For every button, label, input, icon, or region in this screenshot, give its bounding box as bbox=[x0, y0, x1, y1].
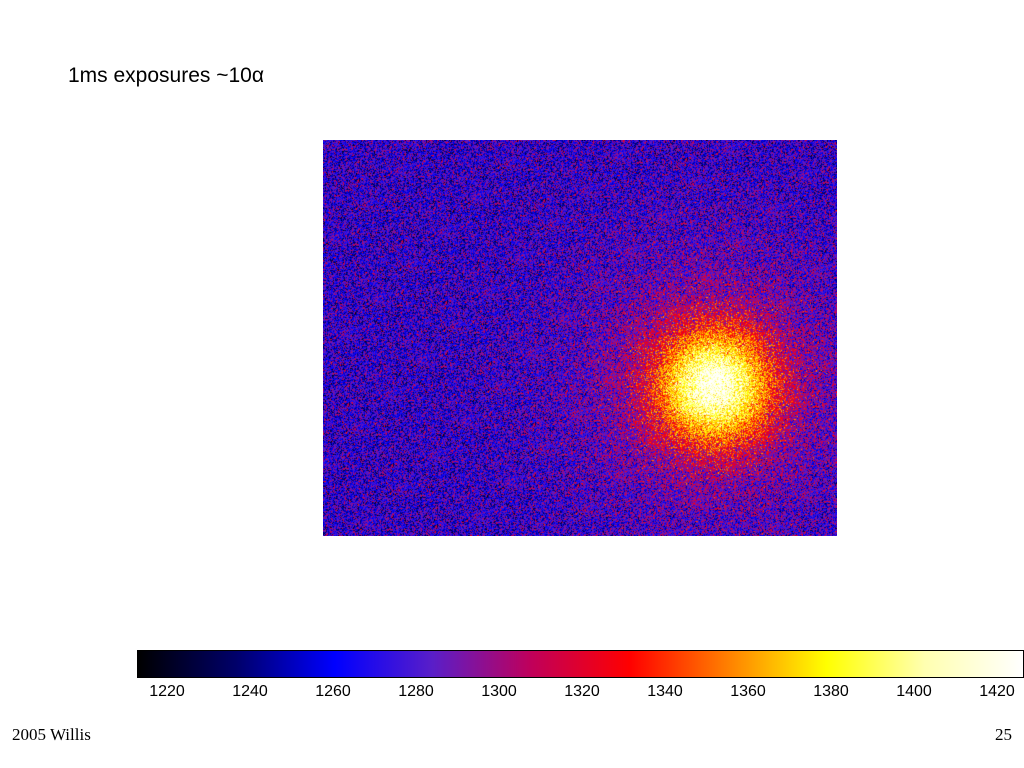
colorbar-tick-label: 1320 bbox=[564, 683, 600, 700]
colorbar-tick-label: 1400 bbox=[896, 683, 932, 700]
exposure-image bbox=[323, 140, 837, 536]
colorbar-tick-labels: 1220 1240 1260 1280 1300 1320 1340 1360 1380 1400… bbox=[137, 683, 1024, 703]
colorbar-tick-label: 1220 bbox=[149, 683, 185, 700]
colorbar-tick-label: 1420 bbox=[979, 683, 1015, 700]
colorbar-tick-label: 1300 bbox=[481, 683, 517, 700]
colorbar-tick-label: 1260 bbox=[315, 683, 351, 700]
colorbar-tick-label: 1280 bbox=[398, 683, 434, 700]
colorbar-tick-label: 1360 bbox=[730, 683, 766, 700]
colorbar-tick-label: 1240 bbox=[232, 683, 268, 700]
colorbar-tick-label: 1340 bbox=[647, 683, 683, 700]
footer-author: 2005 Willis bbox=[12, 725, 91, 744]
page-number: 25 bbox=[995, 725, 1012, 744]
colorbar-gradient bbox=[137, 650, 1024, 678]
slide-title: 1ms exposures ~10α bbox=[68, 64, 264, 88]
colorbar-tick-label: 1380 bbox=[813, 683, 849, 700]
slide-title-text: 1ms exposures ~10α bbox=[68, 64, 264, 87]
colorbar: 1220 1240 1260 1280 1300 1320 1340 1360 1380 1400… bbox=[137, 650, 1024, 710]
